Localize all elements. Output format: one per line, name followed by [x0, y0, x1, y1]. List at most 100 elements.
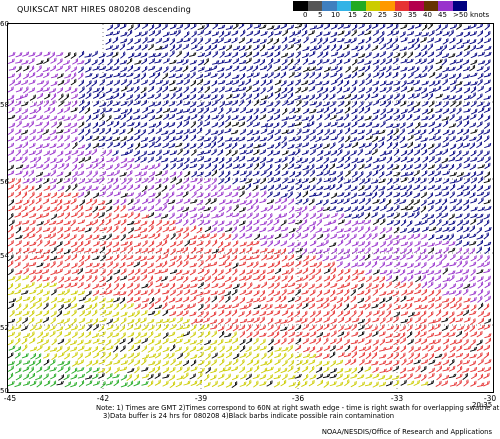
wind-barb [77, 170, 85, 177]
wind-barb [450, 85, 456, 93]
wind-barb [142, 239, 148, 247]
wind-barb [280, 247, 287, 255]
wind-barb [8, 219, 15, 227]
wind-barb [77, 211, 84, 219]
wind-barb [399, 31, 406, 38]
wind-barb [366, 233, 372, 241]
wind-barb [294, 121, 302, 127]
wind-barb [330, 274, 336, 282]
wind-barb [92, 170, 98, 178]
wind-barb [442, 290, 450, 296]
wind-barb [218, 232, 225, 240]
wind-barb [302, 190, 309, 198]
wind-barb [56, 331, 62, 338]
wind-barb [141, 354, 150, 360]
wind-barb [63, 310, 71, 316]
wind-barb [294, 58, 301, 66]
wind-barb [85, 178, 92, 184]
wind-barb [140, 227, 148, 233]
wind-barb [351, 226, 358, 233]
wind-barb [168, 79, 176, 86]
wind-barb [442, 78, 448, 86]
wind-barb [211, 276, 218, 284]
wind-barb [114, 367, 120, 374]
wind-barb [273, 290, 281, 297]
wind-barb [218, 254, 226, 260]
wind-barb [281, 331, 288, 338]
wind-barb [294, 66, 302, 72]
wind-barb [218, 367, 226, 373]
wind-barb [371, 283, 379, 289]
wind-barb [386, 107, 394, 114]
wind-barb [134, 268, 141, 276]
wind-barb [112, 65, 120, 71]
wind-barb [309, 101, 318, 106]
wind-barb [239, 248, 246, 255]
wind-barb [324, 233, 330, 241]
wind-barb [134, 303, 141, 310]
wind-barb [112, 332, 120, 338]
wind-barb [323, 380, 329, 388]
wind-barb [197, 297, 204, 304]
wind-barb [140, 332, 148, 338]
wind-barb [372, 72, 380, 78]
wind-barb [21, 337, 28, 345]
wind-barb [476, 213, 484, 219]
wind-barb [239, 345, 246, 353]
wind-barb [78, 186, 86, 191]
wind-barb [301, 30, 308, 37]
wind-barb [386, 24, 394, 29]
wind-barb [394, 281, 401, 288]
wind-barb [414, 289, 422, 295]
wind-barb [197, 25, 205, 31]
wind-barb [106, 80, 113, 86]
wind-barb [56, 268, 63, 274]
wind-barb [141, 44, 148, 51]
wind-barb [162, 226, 170, 233]
wind-barb [42, 212, 50, 218]
wind-barb [148, 72, 156, 79]
wind-barb [323, 297, 329, 305]
wind-barb [455, 136, 463, 143]
wind-barb [9, 79, 15, 86]
wind-barb [84, 150, 92, 156]
wind-barb [385, 261, 393, 267]
wind-barb [358, 143, 366, 149]
wind-barb [120, 109, 128, 115]
wind-barb [105, 283, 112, 291]
wind-barb [483, 66, 490, 73]
wind-barb [42, 163, 50, 170]
wind-barb [23, 86, 29, 94]
wind-barb [456, 325, 465, 331]
wind-barb [364, 206, 372, 212]
wind-barb [162, 380, 169, 387]
wind-barb [253, 24, 262, 29]
wind-barb [119, 275, 127, 281]
wind-barb [197, 254, 203, 262]
wind-barb [191, 148, 197, 156]
wind-barb [442, 262, 450, 268]
wind-barb [358, 178, 365, 185]
wind-barb [476, 246, 482, 254]
wind-barb [364, 212, 371, 220]
wind-barb [351, 29, 357, 37]
wind-barb [120, 38, 128, 44]
wind-barb [168, 122, 176, 128]
wind-barb [92, 367, 100, 373]
wind-barb [442, 66, 450, 73]
wind-barb [98, 52, 106, 59]
wind-barb [386, 123, 394, 128]
wind-barb [288, 136, 296, 142]
wind-barb [253, 345, 260, 352]
wind-barb [127, 352, 134, 359]
wind-barb [392, 177, 400, 184]
wind-barb [8, 345, 16, 351]
wind-barb [260, 107, 267, 114]
wind-barb [28, 169, 34, 177]
wind-barb [120, 353, 127, 360]
wind-barb [329, 100, 336, 108]
wind-barb [456, 365, 463, 373]
wind-barb [114, 163, 120, 170]
wind-barb [337, 269, 344, 276]
wind-barb [98, 359, 106, 365]
